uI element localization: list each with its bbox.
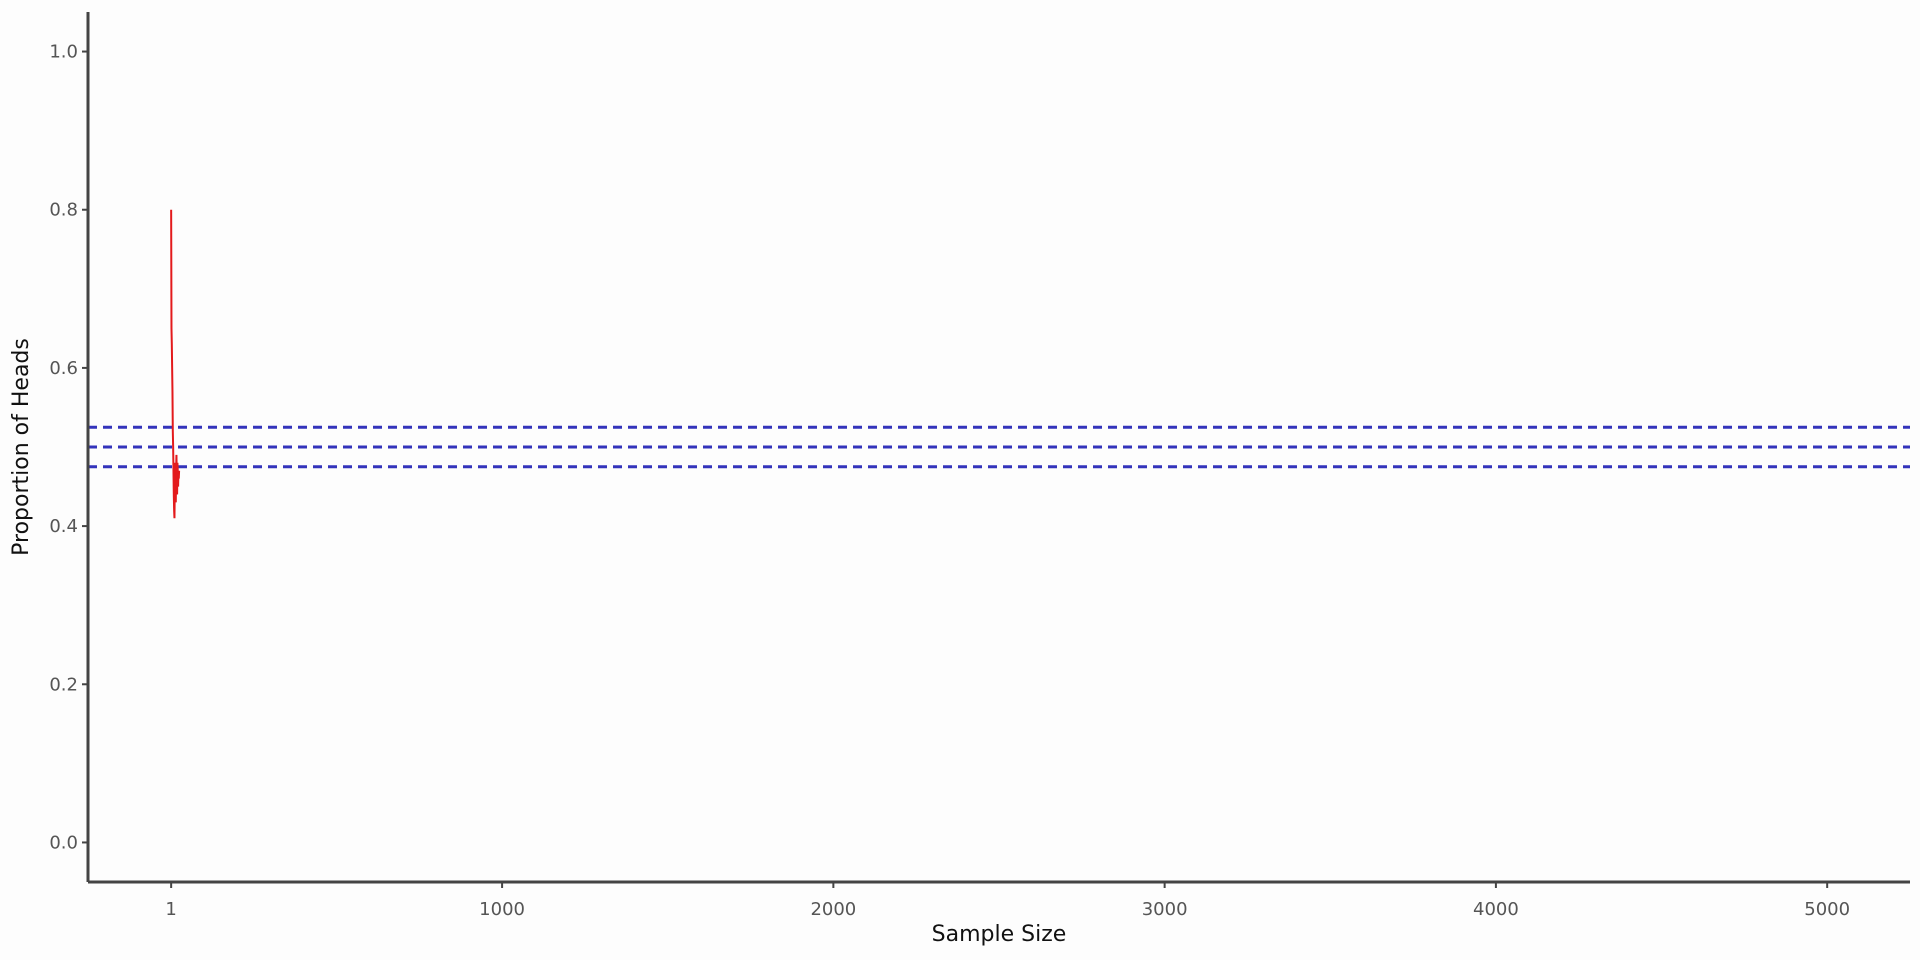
y-tick-label: 0.4 bbox=[49, 516, 78, 537]
x-tick-label: 3000 bbox=[1142, 899, 1188, 920]
reference-lines bbox=[88, 425, 1910, 469]
x-axis-ticks: 1 1000 2000 3000 4000 5000 bbox=[165, 882, 1850, 920]
x-tick-label: 5000 bbox=[1804, 899, 1850, 920]
y-tick-label: 0.6 bbox=[49, 358, 78, 379]
y-tick-label: 0.8 bbox=[49, 200, 78, 221]
series-lines bbox=[170, 209, 181, 519]
series-line bbox=[170, 209, 181, 519]
y-axis-title: Proportion of Heads bbox=[9, 338, 34, 556]
x-tick-label: 4000 bbox=[1473, 899, 1519, 920]
y-tick-label: 0.2 bbox=[49, 674, 78, 695]
y-tick-label: 1.0 bbox=[49, 42, 78, 63]
x-tick-label: 2000 bbox=[810, 899, 856, 920]
x-tick-label: 1000 bbox=[479, 899, 525, 920]
x-axis-title: Sample Size bbox=[932, 922, 1067, 947]
x-tick-label: 1 bbox=[165, 899, 176, 920]
y-tick-label: 0.0 bbox=[49, 832, 78, 853]
y-axis-ticks: 0.0 0.2 0.4 0.6 0.8 1.0 bbox=[49, 42, 88, 853]
